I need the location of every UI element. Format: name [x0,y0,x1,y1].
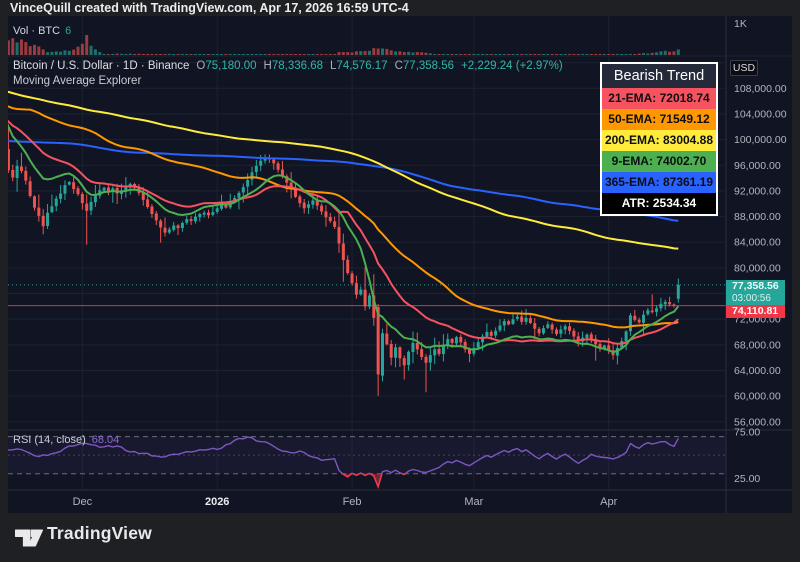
time-axis-label: Mar [464,496,483,508]
price-lines [8,284,726,307]
trend-status-label: Bearish Trend [602,64,716,88]
vertical-gridlines [81,16,610,490]
symbol-legend[interactable]: Bitcoin / U.S. Dollar · 1D · Binance O75,… [13,60,563,72]
price-axis-label: 100,000.00 [734,134,787,146]
ema-legend-row: 365-EMA: 87361.19 [602,172,716,193]
low-label: L [330,60,337,72]
rsi-band [8,436,726,475]
rsi-indicator-legend[interactable]: RSI (14, close) 68.04 [13,434,119,446]
volume-legend-label: Vol · BTC [13,25,61,37]
low-value: 74,576.17 [336,60,388,72]
ema-legend-row: 50-EMA: 71549.12 [602,109,716,130]
close-value: 77,358.56 [402,60,455,72]
ema-line-365 [8,140,679,222]
ema-line-50 [8,105,679,329]
price-axis-label: 68,000.00 [734,339,781,351]
symbol-title: Bitcoin / U.S. Dollar · 1D · Binance [13,60,190,72]
price-axis-label: 88,000.00 [734,211,781,223]
volume-legend-value: 6 [65,25,72,37]
footer-bar: TradingView [0,513,800,562]
ma-explorer-legend[interactable]: Moving Average Explorer [13,75,142,87]
candles [8,126,680,396]
last-price-badge: 77,358.56 03:00:56 [726,280,785,305]
ema-line-9 [8,123,680,354]
price-axis-label: 60,000.00 [734,391,781,403]
attribution-text: VinceQuill created with TradingView.com,… [10,1,409,15]
tradingview-logo-icon[interactable] [14,524,44,552]
volume-indicator-legend[interactable]: Vol · BTC 6 [13,25,71,37]
ema-legend-row: 200-EMA: 83004.88 [602,130,716,151]
rsi-legend-value: 68.04 [91,434,120,446]
currency-button[interactable]: USD [730,60,758,76]
price-axis-label: 80,000.00 [734,262,781,274]
price-axis-label: 64,000.00 [734,365,781,377]
change-value: +2,229.24 (+2.97%) [461,60,563,72]
ema-lines [8,90,680,354]
bar-countdown: 03:00:56 [732,293,771,304]
rsi-plot [8,436,679,489]
open-label: O [196,60,206,72]
rsi-axis-label: 75.00 [734,426,760,438]
rsi-axis-label: 25.00 [734,473,760,485]
volume-bars [8,35,680,55]
ema-legend-row: 9-EMA: 74002.70 [602,151,716,172]
volume-axis-label: 1K [734,18,747,30]
time-axis-label: Apr [600,496,617,508]
time-axis-label: Dec [73,496,93,508]
time-axis-label: 2026 [205,496,229,508]
ema-legend-box: Bearish Trend 21-EMA: 72018.74 50-EMA: 71… [600,62,718,216]
time-axis-label: Feb [343,496,362,508]
last-price-value: 77,358.56 [732,280,779,292]
rsi-legend-label: RSI (14, close) [13,434,86,446]
footer-brand-text[interactable]: TradingView [47,523,152,543]
open-value: 75,180.00 [205,60,257,72]
ema-legend-row: 21-EMA: 72018.74 [602,88,716,109]
price-axis-label: 96,000.00 [734,160,781,172]
price-axis-label: 104,000.00 [734,108,787,120]
high-label: H [263,60,272,72]
price-axis-label: 92,000.00 [734,185,781,197]
price-axis-label: 56,000.00 [734,416,781,428]
ema-legend-row: ATR: 2534.34 [602,193,716,214]
rsi-line [8,436,679,488]
high-value: 78,336.68 [271,60,324,72]
close-label: C [394,60,403,72]
ema-line-200 [8,90,679,250]
price-axis-label: 84,000.00 [734,237,781,249]
price-line-badge: 74,110.81 [726,305,785,318]
price-axis-label: 108,000.00 [734,83,787,95]
